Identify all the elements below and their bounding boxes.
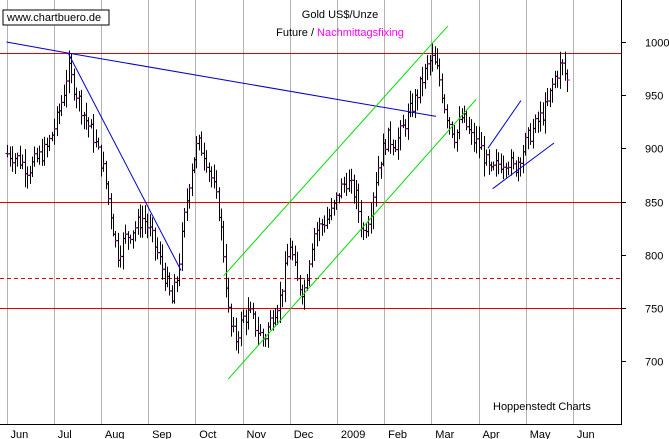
chart-subtitle-future: Future / bbox=[276, 27, 315, 39]
x-tick-label-Apr: Apr bbox=[483, 429, 500, 439]
vertical-gridlines bbox=[7, 0, 574, 424]
trendline-blue-3 bbox=[492, 142, 555, 190]
ohlc-bars bbox=[5, 43, 570, 354]
x-tick-label-Dec: Dec bbox=[294, 429, 314, 439]
trendline-blue-2 bbox=[487, 100, 522, 149]
x-axis: Jun Jul Aug Sep Oct Nov Dec 2009 Feb Mar Apr May Jun bbox=[11, 429, 595, 439]
y-tick-label: 1000 bbox=[645, 38, 669, 50]
trendline-blue-0 bbox=[6, 41, 437, 117]
y-tick-label: 950 bbox=[645, 91, 663, 103]
trendline-blue-1 bbox=[67, 52, 182, 271]
horizontal-level-lines bbox=[0, 53, 621, 309]
x-tick-label-Mar: Mar bbox=[435, 429, 454, 439]
y-tick-label: 850 bbox=[645, 198, 663, 210]
y-tick-label: 700 bbox=[645, 357, 663, 369]
y-tick-label: 750 bbox=[645, 304, 663, 316]
x-tick-label-May: May bbox=[530, 429, 551, 439]
y-axis: 700 750 800 850 900 950 1000 bbox=[621, 38, 669, 369]
chart-subtitle: Future / Nachmittagsfixing bbox=[276, 27, 404, 39]
x-tick-label-Sep: Sep bbox=[152, 429, 172, 439]
source-credit: Hoppenstedt Charts bbox=[493, 401, 591, 413]
trendline-green-4 bbox=[223, 25, 449, 277]
chart-title: Gold US$/Unze bbox=[302, 9, 378, 21]
x-tick-label-Jun: Jun bbox=[577, 429, 595, 439]
x-tick-label-2009: 2009 bbox=[341, 429, 365, 439]
x-tick-label-Nov: Nov bbox=[247, 429, 267, 439]
logo-box bbox=[2, 9, 110, 26]
trendlines bbox=[6, 25, 555, 380]
ohlc-bar bbox=[565, 69, 570, 92]
x-tick-label-Oct: Oct bbox=[199, 429, 216, 439]
x-tick-label-Jul: Jul bbox=[58, 429, 72, 439]
y-tick-label: 900 bbox=[645, 144, 663, 156]
trendline-green-5 bbox=[227, 99, 477, 380]
x-tick-label-Aug: Aug bbox=[105, 429, 125, 439]
y-tick-label: 800 bbox=[645, 251, 663, 263]
x-tick-label-Feb: Feb bbox=[388, 429, 407, 439]
logo-text: www.chartbuero.de bbox=[6, 12, 101, 24]
chart-subtitle-fixing: Nachmittagsfixing bbox=[317, 27, 404, 39]
x-tick-label-Jun: Jun bbox=[11, 429, 29, 439]
